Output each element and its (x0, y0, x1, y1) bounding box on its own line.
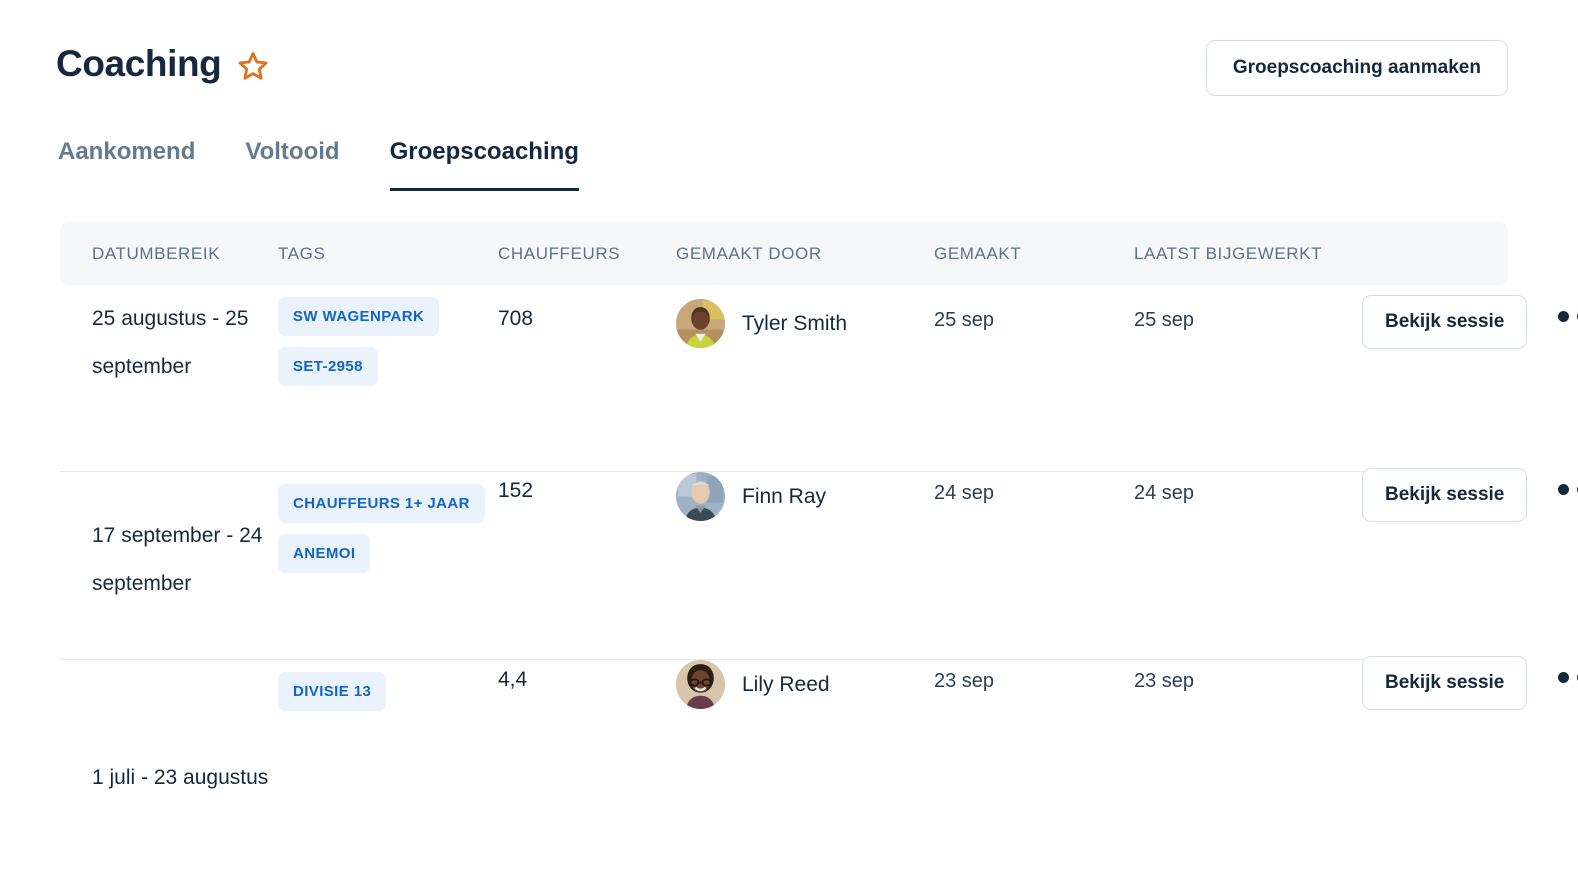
cell-actions: Bekijk sessie (1360, 468, 1578, 659)
cell-date-range: 1 juli - 23 augustus (60, 660, 278, 850)
cell-drivers: 152 (498, 472, 676, 659)
table-row[interactable]: 17 september - 24 september CHAUFFEURS 1… (60, 468, 1578, 660)
date-range-text: 1 juli - 23 augustus (92, 766, 269, 789)
last-updated-date: 25 sep (1134, 309, 1195, 331)
tag-chip[interactable]: SW WAGENPARK (278, 297, 440, 336)
tag-chip[interactable]: CHAUFFEURS 1+ JAAR (278, 484, 485, 523)
cell-date-range: 17 september - 24 september (60, 472, 278, 659)
cell-last-updated: 24 sep (1134, 472, 1360, 659)
tag-chip[interactable]: SET-2958 (278, 347, 378, 386)
tag-list: DIVISIE 13 (278, 672, 387, 711)
tab-groepscoaching[interactable]: Groepscoaching (389, 138, 579, 191)
drivers-count: 708 (498, 307, 534, 330)
more-options-icon[interactable] (1558, 484, 1578, 495)
creator-name: Finn Ray (742, 484, 827, 508)
avatar (676, 472, 725, 521)
creator: Lily Reed (676, 660, 830, 709)
tag-list: CHAUFFEURS 1+ JAAR ANEMOI (278, 484, 485, 573)
title-group: Coaching (56, 45, 269, 82)
cell-tags: SW WAGENPARK SET-2958 (278, 285, 498, 471)
star-icon[interactable] (237, 50, 269, 82)
creator-name: Lily Reed (742, 672, 830, 696)
tab-voltooid[interactable]: Voltooid (245, 138, 340, 165)
create-group-coaching-button[interactable]: Groepscoaching aanmaken (1205, 40, 1508, 96)
cell-actions: Bekijk sessie (1360, 285, 1578, 471)
cell-created: 23 sep (934, 660, 1134, 850)
page-title: Coaching (56, 43, 222, 84)
page-header: Coaching Groepscoaching aanmaken (56, 40, 1522, 117)
created-date: 25 sep (934, 309, 995, 331)
cell-created-by: Lily Reed (676, 660, 934, 850)
cell-created-by: Tyler Smith (676, 285, 934, 471)
cell-last-updated: 25 sep (1134, 285, 1360, 471)
table-header-row: DATUMBEREIK TAGS CHAUFFEURS GEMAAKT DOOR… (60, 222, 1508, 285)
drivers-count: 152 (498, 479, 534, 502)
group-coaching-table: DATUMBEREIK TAGS CHAUFFEURS GEMAAKT DOOR… (60, 222, 1578, 850)
cell-drivers: 708 (498, 285, 676, 471)
drivers-count: 4,4 (498, 668, 528, 691)
tag-chip[interactable]: ANEMOI (278, 534, 371, 573)
column-header-drivers: CHAUFFEURS (498, 243, 621, 263)
created-date: 24 sep (934, 482, 995, 504)
table-row[interactable]: 1 juli - 23 augustus DIVISIE 13 4,4 (60, 656, 1578, 850)
view-session-button[interactable]: Bekijk sessie (1362, 468, 1528, 522)
creator: Finn Ray (676, 472, 826, 521)
creator: Tyler Smith (676, 299, 847, 348)
cell-created-by: Finn Ray (676, 472, 934, 659)
tab-aankomend[interactable]: Aankomend (58, 138, 196, 165)
tag-list: SW WAGENPARK SET-2958 (278, 297, 440, 386)
more-options-icon[interactable] (1558, 311, 1578, 322)
table-row[interactable]: 25 augustus - 25 september SW WAGENPARK … (60, 285, 1578, 472)
created-date: 23 sep (934, 670, 995, 692)
avatar (676, 299, 725, 348)
cell-created: 24 sep (934, 472, 1134, 659)
last-updated-date: 23 sep (1134, 670, 1195, 692)
tab-bar: Aankomend Voltooid Groepscoaching (58, 138, 579, 191)
date-range-text: 25 augustus - 25 september (92, 307, 249, 378)
cell-tags: DIVISIE 13 (278, 660, 498, 850)
cell-last-updated: 23 sep (1134, 660, 1360, 850)
view-session-button[interactable]: Bekijk sessie (1362, 656, 1528, 710)
more-options-icon[interactable] (1558, 672, 1578, 683)
date-range-text: 17 september - 24 september (92, 524, 263, 595)
cell-created: 25 sep (934, 285, 1134, 471)
view-session-button[interactable]: Bekijk sessie (1362, 295, 1528, 349)
creator-name: Tyler Smith (742, 311, 848, 335)
column-header-last-updated: LAATST BIJGEWERKT (1134, 243, 1323, 263)
avatar (676, 660, 725, 709)
column-header-created: GEMAAKT (934, 243, 1022, 263)
cell-date-range: 25 augustus - 25 september (60, 285, 278, 471)
tag-chip[interactable]: DIVISIE 13 (278, 672, 387, 711)
last-updated-date: 24 sep (1134, 482, 1195, 504)
cell-tags: CHAUFFEURS 1+ JAAR ANEMOI (278, 472, 498, 659)
cell-actions: Bekijk sessie (1360, 656, 1578, 850)
column-header-created-by: GEMAAKT DOOR (676, 243, 822, 263)
cell-drivers: 4,4 (498, 660, 676, 850)
column-header-date-range: DATUMBEREIK (92, 243, 221, 263)
column-header-tags: TAGS (278, 243, 326, 263)
